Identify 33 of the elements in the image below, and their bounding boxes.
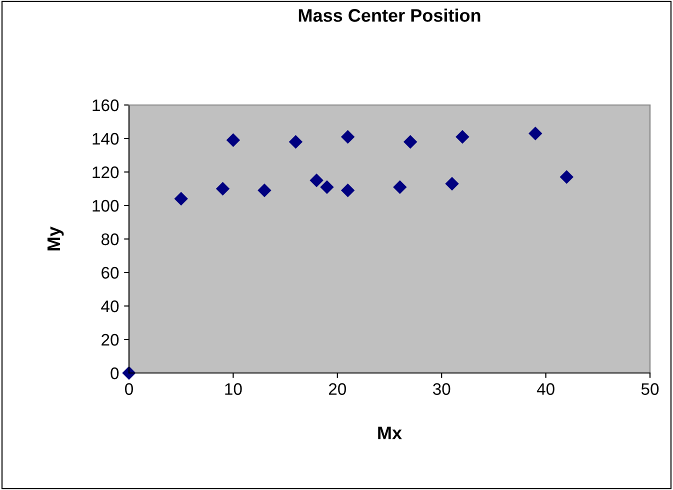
y-tick-label: 80 bbox=[101, 233, 119, 246]
point bbox=[341, 130, 354, 144]
chart-title: Mass Center Position bbox=[298, 8, 480, 22]
y-tick-label: 120 bbox=[92, 166, 119, 178]
x-tick-label: 20 bbox=[328, 383, 346, 395]
point bbox=[320, 180, 334, 194]
point bbox=[226, 134, 240, 147]
x-tick-label: 50 bbox=[641, 383, 659, 395]
y-tick-label: 60 bbox=[102, 266, 119, 279]
y-tick-label: 140 bbox=[92, 132, 119, 145]
point bbox=[456, 130, 470, 144]
point bbox=[216, 182, 230, 196]
y-tick-label: 0 bbox=[110, 367, 119, 380]
point bbox=[341, 184, 354, 198]
x-tick-label: 0 bbox=[125, 383, 133, 395]
x-tick-label: 10 bbox=[225, 383, 242, 395]
point bbox=[404, 135, 417, 148]
x-axis-title: Mx bbox=[378, 426, 402, 440]
x-tick-label: 40 bbox=[536, 383, 554, 395]
y-tick-label: 20 bbox=[102, 334, 119, 346]
point bbox=[528, 126, 542, 140]
point bbox=[393, 180, 407, 194]
point bbox=[289, 135, 302, 148]
y-tick-label: 100 bbox=[92, 200, 119, 212]
point bbox=[310, 174, 324, 187]
point bbox=[258, 184, 272, 198]
point bbox=[174, 192, 188, 206]
y-tick-label: 160 bbox=[92, 99, 119, 112]
y-axis-title: My bbox=[48, 226, 64, 250]
point bbox=[560, 170, 574, 184]
x-tick-label: 30 bbox=[432, 383, 450, 395]
y-tick-label: 40 bbox=[101, 300, 119, 312]
point bbox=[445, 177, 459, 190]
